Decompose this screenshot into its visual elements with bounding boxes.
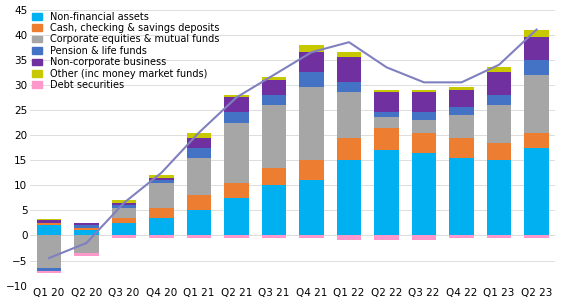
Bar bbox=[262, 77, 286, 80]
Bar bbox=[374, 128, 399, 150]
Bar bbox=[337, 236, 361, 240]
Bar bbox=[412, 112, 436, 120]
Bar bbox=[262, 95, 286, 105]
Bar bbox=[37, 219, 61, 220]
Bar bbox=[525, 60, 549, 75]
Bar bbox=[74, 253, 99, 256]
Bar bbox=[224, 198, 249, 236]
Bar bbox=[149, 175, 174, 178]
Bar bbox=[149, 178, 174, 180]
Bar bbox=[37, 236, 61, 268]
Bar bbox=[337, 138, 361, 160]
Bar bbox=[262, 168, 286, 185]
Bar bbox=[300, 87, 324, 160]
Bar bbox=[337, 57, 361, 82]
Bar bbox=[74, 223, 99, 226]
Bar bbox=[74, 230, 99, 236]
Legend: Non-financial assets, Cash, checking & savings deposits, Corporate equities & mu: Non-financial assets, Cash, checking & s… bbox=[32, 12, 219, 90]
Bar bbox=[525, 29, 549, 37]
Bar bbox=[112, 208, 136, 218]
Bar bbox=[224, 112, 249, 123]
Bar bbox=[187, 195, 211, 210]
Bar bbox=[262, 105, 286, 168]
Bar bbox=[374, 92, 399, 112]
Bar bbox=[487, 67, 511, 72]
Bar bbox=[487, 143, 511, 160]
Bar bbox=[37, 271, 61, 273]
Bar bbox=[187, 236, 211, 238]
Bar bbox=[112, 218, 136, 223]
Bar bbox=[112, 200, 136, 203]
Bar bbox=[374, 150, 399, 236]
Bar bbox=[300, 180, 324, 236]
Bar bbox=[224, 97, 249, 112]
Bar bbox=[487, 72, 511, 95]
Bar bbox=[187, 210, 211, 236]
Bar bbox=[525, 148, 549, 236]
Bar bbox=[224, 95, 249, 97]
Bar bbox=[262, 185, 286, 236]
Bar bbox=[149, 236, 174, 238]
Bar bbox=[149, 218, 174, 236]
Bar bbox=[112, 205, 136, 208]
Bar bbox=[337, 160, 361, 236]
Bar bbox=[525, 37, 549, 60]
Bar bbox=[300, 236, 324, 238]
Bar bbox=[412, 92, 436, 112]
Bar bbox=[525, 75, 549, 133]
Bar bbox=[300, 160, 324, 180]
Bar bbox=[449, 158, 473, 236]
Bar bbox=[487, 95, 511, 105]
Bar bbox=[412, 236, 436, 240]
Bar bbox=[374, 112, 399, 117]
Bar bbox=[412, 90, 436, 92]
Bar bbox=[74, 236, 99, 253]
Bar bbox=[112, 203, 136, 205]
Bar bbox=[412, 153, 436, 236]
Bar bbox=[187, 133, 211, 138]
Bar bbox=[187, 158, 211, 195]
Bar bbox=[149, 208, 174, 218]
Bar bbox=[525, 133, 549, 148]
Bar bbox=[262, 236, 286, 238]
Bar bbox=[449, 87, 473, 90]
Bar bbox=[374, 90, 399, 92]
Bar bbox=[187, 138, 211, 148]
Bar bbox=[525, 236, 549, 238]
Bar bbox=[374, 117, 399, 128]
Bar bbox=[449, 107, 473, 115]
Bar bbox=[449, 115, 473, 138]
Bar bbox=[337, 52, 361, 57]
Bar bbox=[37, 223, 61, 226]
Bar bbox=[74, 226, 99, 228]
Bar bbox=[149, 183, 174, 208]
Bar bbox=[300, 72, 324, 87]
Bar bbox=[300, 52, 324, 72]
Bar bbox=[487, 160, 511, 236]
Bar bbox=[224, 123, 249, 183]
Bar bbox=[449, 90, 473, 107]
Bar bbox=[187, 148, 211, 158]
Bar bbox=[37, 220, 61, 223]
Bar bbox=[449, 138, 473, 158]
Bar bbox=[262, 80, 286, 95]
Bar bbox=[374, 236, 399, 240]
Bar bbox=[449, 236, 473, 238]
Bar bbox=[224, 236, 249, 238]
Bar bbox=[487, 105, 511, 143]
Bar bbox=[487, 236, 511, 238]
Bar bbox=[412, 120, 436, 133]
Bar bbox=[74, 228, 99, 230]
Bar bbox=[300, 45, 324, 52]
Bar bbox=[37, 226, 61, 236]
Bar bbox=[224, 183, 249, 198]
Bar bbox=[337, 92, 361, 138]
Bar bbox=[412, 133, 436, 153]
Bar bbox=[149, 180, 174, 183]
Bar bbox=[112, 223, 136, 236]
Bar bbox=[112, 236, 136, 238]
Bar bbox=[337, 82, 361, 92]
Bar bbox=[37, 268, 61, 271]
